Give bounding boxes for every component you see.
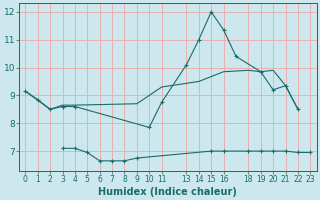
X-axis label: Humidex (Indice chaleur): Humidex (Indice chaleur)	[98, 187, 237, 197]
